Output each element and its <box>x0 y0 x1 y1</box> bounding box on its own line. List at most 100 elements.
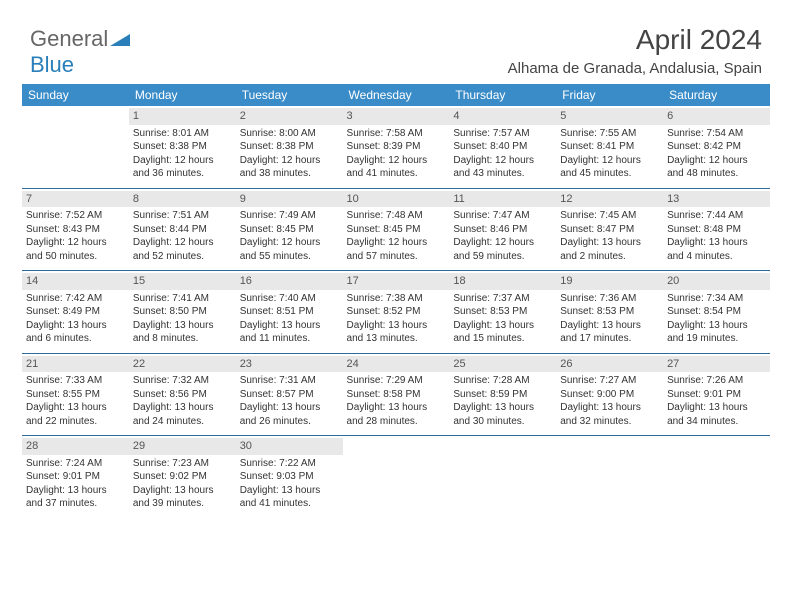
day-detail-line: Daylight: 13 hours <box>26 484 125 498</box>
calendar-day-cell: 19Sunrise: 7:36 AMSunset: 8:53 PMDayligh… <box>556 271 663 353</box>
day-detail-line: Sunset: 8:38 PM <box>133 140 232 154</box>
day-detail-line: Daylight: 13 hours <box>453 401 552 415</box>
day-details: Sunrise: 7:41 AMSunset: 8:50 PMDaylight:… <box>133 292 232 346</box>
day-details: Sunrise: 7:29 AMSunset: 8:58 PMDaylight:… <box>347 374 446 428</box>
day-detail-line: Daylight: 13 hours <box>667 319 766 333</box>
day-detail-line: Sunset: 8:38 PM <box>240 140 339 154</box>
day-detail-line: Daylight: 13 hours <box>453 319 552 333</box>
day-detail-line: Sunrise: 7:57 AM <box>453 127 552 141</box>
day-details: Sunrise: 7:26 AMSunset: 9:01 PMDaylight:… <box>667 374 766 428</box>
day-detail-line: Sunrise: 7:42 AM <box>26 292 125 306</box>
calendar-day-cell: 4Sunrise: 7:57 AMSunset: 8:40 PMDaylight… <box>449 106 556 188</box>
calendar-day-cell: 7Sunrise: 7:52 AMSunset: 8:43 PMDaylight… <box>22 189 129 271</box>
day-number: 21 <box>22 356 129 373</box>
day-detail-line: Sunrise: 7:26 AM <box>667 374 766 388</box>
day-detail-line: and 26 minutes. <box>240 415 339 429</box>
day-detail-line: Sunset: 8:54 PM <box>667 305 766 319</box>
day-number: 11 <box>449 191 556 208</box>
calendar-day-cell: 2Sunrise: 8:00 AMSunset: 8:38 PMDaylight… <box>236 106 343 188</box>
day-detail-line: Sunset: 8:44 PM <box>133 223 232 237</box>
day-details: Sunrise: 8:00 AMSunset: 8:38 PMDaylight:… <box>240 127 339 181</box>
day-detail-line: Daylight: 13 hours <box>560 401 659 415</box>
day-detail-line: Sunset: 8:45 PM <box>240 223 339 237</box>
weekday-header: Friday <box>556 84 663 106</box>
day-detail-line: and 22 minutes. <box>26 415 125 429</box>
calendar-day-cell: 30Sunrise: 7:22 AMSunset: 9:03 PMDayligh… <box>236 436 343 518</box>
day-detail-line: Sunrise: 7:55 AM <box>560 127 659 141</box>
calendar-day-cell <box>343 436 450 518</box>
day-detail-line: Daylight: 12 hours <box>347 236 446 250</box>
location-label: Alhama de Granada, Andalusia, Spain <box>508 60 762 77</box>
day-number: 3 <box>343 108 450 125</box>
day-number: 27 <box>663 356 770 373</box>
calendar-day-cell <box>556 436 663 518</box>
day-detail-line: Sunset: 9:03 PM <box>240 470 339 484</box>
day-number: 1 <box>129 108 236 125</box>
day-details: Sunrise: 7:31 AMSunset: 8:57 PMDaylight:… <box>240 374 339 428</box>
day-details: Sunrise: 7:47 AMSunset: 8:46 PMDaylight:… <box>453 209 552 263</box>
calendar-week-row: 1Sunrise: 8:01 AMSunset: 8:38 PMDaylight… <box>22 106 770 188</box>
day-detail-line: Sunrise: 7:33 AM <box>26 374 125 388</box>
day-detail-line: and 28 minutes. <box>347 415 446 429</box>
calendar-table: Sunday Monday Tuesday Wednesday Thursday… <box>22 84 770 518</box>
calendar-day-cell: 5Sunrise: 7:55 AMSunset: 8:41 PMDaylight… <box>556 106 663 188</box>
day-detail-line: Daylight: 12 hours <box>453 154 552 168</box>
day-detail-line: Sunrise: 7:22 AM <box>240 457 339 471</box>
day-detail-line: Daylight: 13 hours <box>560 236 659 250</box>
calendar-day-cell: 29Sunrise: 7:23 AMSunset: 9:02 PMDayligh… <box>129 436 236 518</box>
day-detail-line: Daylight: 13 hours <box>26 319 125 333</box>
calendar-day-cell: 11Sunrise: 7:47 AMSunset: 8:46 PMDayligh… <box>449 189 556 271</box>
day-number: 22 <box>129 356 236 373</box>
calendar-day-cell: 10Sunrise: 7:48 AMSunset: 8:45 PMDayligh… <box>343 189 450 271</box>
calendar-day-cell: 22Sunrise: 7:32 AMSunset: 8:56 PMDayligh… <box>129 354 236 436</box>
day-number: 23 <box>236 356 343 373</box>
day-detail-line: and 2 minutes. <box>560 250 659 264</box>
day-detail-line: Daylight: 13 hours <box>667 401 766 415</box>
day-details: Sunrise: 7:34 AMSunset: 8:54 PMDaylight:… <box>667 292 766 346</box>
day-number: 13 <box>663 191 770 208</box>
day-detail-line: Sunrise: 7:48 AM <box>347 209 446 223</box>
day-details: Sunrise: 7:58 AMSunset: 8:39 PMDaylight:… <box>347 127 446 181</box>
day-detail-line: Sunrise: 8:01 AM <box>133 127 232 141</box>
day-detail-line: Sunrise: 7:34 AM <box>667 292 766 306</box>
day-detail-line: Sunset: 8:47 PM <box>560 223 659 237</box>
day-detail-line: and 34 minutes. <box>667 415 766 429</box>
day-detail-line: Sunset: 8:57 PM <box>240 388 339 402</box>
day-detail-line: Sunrise: 7:36 AM <box>560 292 659 306</box>
day-detail-line: and 50 minutes. <box>26 250 125 264</box>
calendar-day-cell: 9Sunrise: 7:49 AMSunset: 8:45 PMDaylight… <box>236 189 343 271</box>
calendar-day-cell: 18Sunrise: 7:37 AMSunset: 8:53 PMDayligh… <box>449 271 556 353</box>
day-detail-line: Sunset: 8:40 PM <box>453 140 552 154</box>
day-detail-line: Daylight: 13 hours <box>667 236 766 250</box>
calendar-day-cell: 15Sunrise: 7:41 AMSunset: 8:50 PMDayligh… <box>129 271 236 353</box>
day-detail-line: Daylight: 12 hours <box>560 154 659 168</box>
day-detail-line: Sunset: 8:48 PM <box>667 223 766 237</box>
day-detail-line: Daylight: 12 hours <box>453 236 552 250</box>
day-detail-line: and 15 minutes. <box>453 332 552 346</box>
calendar-day-cell: 21Sunrise: 7:33 AMSunset: 8:55 PMDayligh… <box>22 354 129 436</box>
calendar-day-cell: 25Sunrise: 7:28 AMSunset: 8:59 PMDayligh… <box>449 354 556 436</box>
day-details: Sunrise: 7:55 AMSunset: 8:41 PMDaylight:… <box>560 127 659 181</box>
day-detail-line: Sunrise: 7:29 AM <box>347 374 446 388</box>
day-detail-line: Sunrise: 7:38 AM <box>347 292 446 306</box>
day-detail-line: and 39 minutes. <box>133 497 232 511</box>
day-number: 28 <box>22 438 129 455</box>
day-detail-line: Sunrise: 7:51 AM <box>133 209 232 223</box>
day-detail-line: and 43 minutes. <box>453 167 552 181</box>
weekday-header: Wednesday <box>343 84 450 106</box>
calendar-day-cell: 24Sunrise: 7:29 AMSunset: 8:58 PMDayligh… <box>343 354 450 436</box>
calendar-week-row: 28Sunrise: 7:24 AMSunset: 9:01 PMDayligh… <box>22 436 770 518</box>
calendar-week-row: 14Sunrise: 7:42 AMSunset: 8:49 PMDayligh… <box>22 271 770 353</box>
day-detail-line: Sunrise: 7:45 AM <box>560 209 659 223</box>
day-details: Sunrise: 8:01 AMSunset: 8:38 PMDaylight:… <box>133 127 232 181</box>
day-detail-line: Sunrise: 7:40 AM <box>240 292 339 306</box>
day-detail-line: Sunset: 8:41 PM <box>560 140 659 154</box>
day-detail-line: Daylight: 13 hours <box>240 319 339 333</box>
day-detail-line: Sunrise: 7:27 AM <box>560 374 659 388</box>
day-detail-line: Daylight: 12 hours <box>26 236 125 250</box>
day-number: 25 <box>449 356 556 373</box>
day-detail-line: Daylight: 12 hours <box>667 154 766 168</box>
day-detail-line: Sunrise: 7:24 AM <box>26 457 125 471</box>
calendar-week-row: 21Sunrise: 7:33 AMSunset: 8:55 PMDayligh… <box>22 354 770 436</box>
day-detail-line: and 48 minutes. <box>667 167 766 181</box>
